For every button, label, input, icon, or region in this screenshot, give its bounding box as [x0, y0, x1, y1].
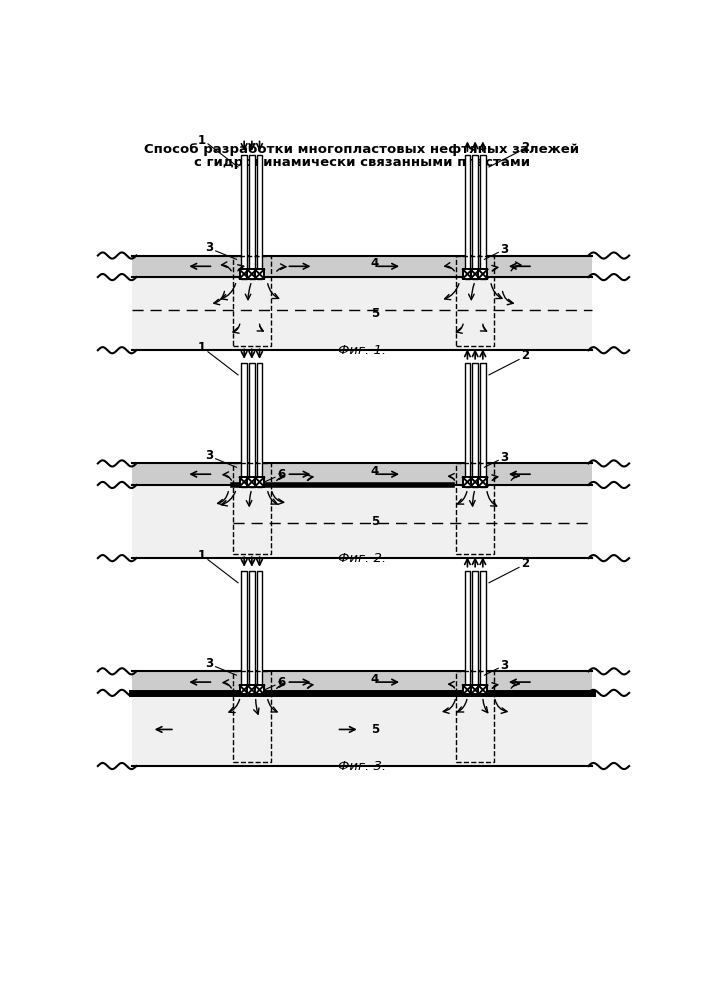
Bar [132, 463, 592, 485]
Text: 1: 1 [198, 134, 206, 147]
Text: 2: 2 [521, 141, 530, 154]
Bar [233, 671, 271, 762]
Bar [472, 363, 478, 487]
Text: Фиг. 3.: Фиг. 3. [338, 760, 386, 773]
Bar [472, 155, 478, 279]
Bar [255, 269, 264, 279]
Bar [240, 477, 249, 487]
Text: 3: 3 [206, 449, 214, 462]
Bar [456, 256, 494, 346]
Bar [132, 693, 592, 766]
Bar [242, 155, 247, 279]
Bar [242, 363, 247, 487]
Text: 3: 3 [206, 241, 214, 254]
Bar [255, 685, 264, 694]
Text: 3: 3 [501, 659, 508, 672]
Bar [463, 685, 472, 694]
Text: Способ разработки многопластовых нефтяных залежей: Способ разработки многопластовых нефтяны… [144, 143, 580, 156]
Bar [471, 477, 480, 487]
Text: 6: 6 [277, 468, 285, 481]
Bar [456, 463, 494, 554]
Text: 5: 5 [371, 515, 379, 528]
Bar [255, 477, 264, 487]
Bar [480, 571, 486, 694]
Bar [132, 671, 592, 693]
Bar [478, 477, 487, 487]
Bar [480, 155, 486, 279]
Bar [464, 155, 470, 279]
Bar [132, 485, 592, 558]
Bar [463, 269, 472, 279]
Bar [478, 269, 487, 279]
Bar [247, 477, 257, 487]
Text: Фиг. 2.: Фиг. 2. [338, 552, 386, 565]
Bar [257, 155, 262, 279]
Text: 2: 2 [521, 349, 530, 362]
Bar [242, 571, 247, 694]
Text: 4: 4 [371, 465, 379, 478]
Bar [257, 363, 262, 487]
Bar [480, 363, 486, 487]
Text: 2: 2 [521, 557, 530, 570]
Bar [249, 363, 255, 487]
Text: 4: 4 [371, 673, 379, 686]
Bar [132, 277, 592, 350]
Bar [249, 571, 255, 694]
Text: 3: 3 [206, 657, 214, 670]
Bar [132, 256, 592, 277]
Text: 5: 5 [371, 307, 379, 320]
Text: 5: 5 [371, 723, 379, 736]
Bar [478, 685, 487, 694]
Text: 1: 1 [198, 549, 206, 562]
Bar [456, 671, 494, 762]
Bar [240, 685, 249, 694]
Text: 3: 3 [501, 451, 508, 464]
Bar [247, 685, 257, 694]
Text: 3: 3 [501, 243, 508, 256]
Bar [249, 155, 255, 279]
Bar [472, 571, 478, 694]
Text: Фиг. 1.: Фиг. 1. [338, 344, 386, 358]
Bar [463, 477, 472, 487]
Bar [240, 269, 249, 279]
Bar [471, 269, 480, 279]
Text: 4: 4 [371, 257, 379, 270]
Bar [464, 363, 470, 487]
Bar [464, 571, 470, 694]
Text: с гидродинамически связанными пластами: с гидродинамически связанными пластами [194, 156, 530, 169]
Bar [471, 685, 480, 694]
Text: 1: 1 [198, 341, 206, 354]
Bar [233, 256, 271, 346]
Bar [233, 463, 271, 554]
Text: 6: 6 [277, 676, 285, 689]
Bar [257, 571, 262, 694]
Bar [247, 269, 257, 279]
